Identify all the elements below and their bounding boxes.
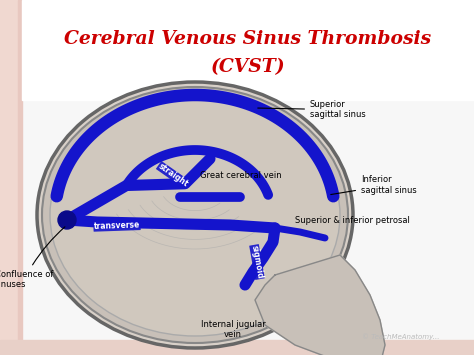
Text: sigmoid: sigmoid xyxy=(250,245,264,279)
Text: © TeachMeAnatomy...: © TeachMeAnatomy... xyxy=(363,333,440,340)
Text: straight: straight xyxy=(156,162,190,189)
Text: transverse: transverse xyxy=(94,221,140,231)
Ellipse shape xyxy=(50,94,340,336)
Bar xyxy=(22,0,474,100)
Ellipse shape xyxy=(37,82,353,348)
Text: Cerebral Venous Sinus Thrombosis: Cerebral Venous Sinus Thrombosis xyxy=(64,30,431,48)
Text: Confluence of
sinuses: Confluence of sinuses xyxy=(0,227,65,289)
Polygon shape xyxy=(255,255,385,355)
Text: Great cerebral vein: Great cerebral vein xyxy=(200,171,282,180)
Bar xyxy=(18,0,22,355)
Text: (CVST): (CVST) xyxy=(210,58,285,76)
Bar xyxy=(0,0,18,355)
Text: Inferior
sagittal sinus: Inferior sagittal sinus xyxy=(331,175,417,195)
Ellipse shape xyxy=(42,87,348,343)
Text: Superior & inferior petrosal: Superior & inferior petrosal xyxy=(295,216,410,225)
Circle shape xyxy=(58,211,76,229)
Text: Internal jugular
vein: Internal jugular vein xyxy=(201,320,265,339)
Text: Superior
sagittal sinus: Superior sagittal sinus xyxy=(258,100,366,119)
Bar xyxy=(0,340,474,355)
